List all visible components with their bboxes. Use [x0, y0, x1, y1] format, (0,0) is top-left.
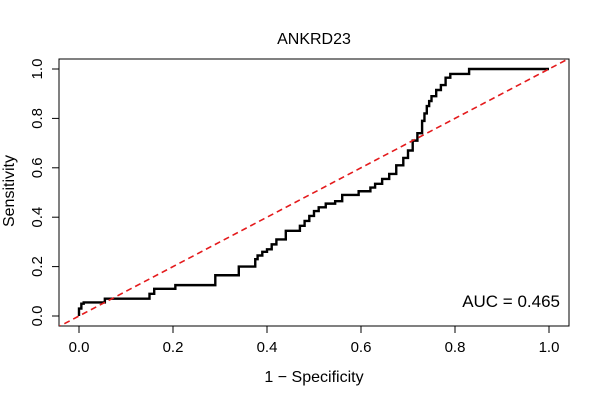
x-tick-label-5: 1.0 [539, 339, 560, 356]
y-tick-label-5: 1.0 [29, 59, 46, 80]
y-tick-label-1: 0.2 [29, 256, 46, 277]
y-tick-label-0: 0.0 [29, 306, 46, 327]
y-tick-label-2: 0.4 [29, 207, 46, 228]
x-tick-label-1: 0.2 [163, 339, 184, 356]
y-tick-label-3: 0.6 [29, 157, 46, 178]
auc-annotation: AUC = 0.465 [462, 292, 560, 311]
x-tick-label-2: 0.4 [257, 339, 278, 356]
x-tick-label-3: 0.6 [351, 339, 372, 356]
x-axis-label: 1 − Specificity [264, 369, 363, 386]
roc-curve-line [77, 67, 549, 316]
x-tick-label-4: 0.8 [445, 339, 466, 356]
x-tick-label-0: 0.0 [69, 339, 90, 356]
y-axis-label: Sensitivity [1, 155, 18, 227]
chart-title: ANKRD23 [277, 31, 351, 48]
y-tick-label-4: 0.8 [29, 108, 46, 129]
reference-diagonal-line [59, 59, 569, 326]
